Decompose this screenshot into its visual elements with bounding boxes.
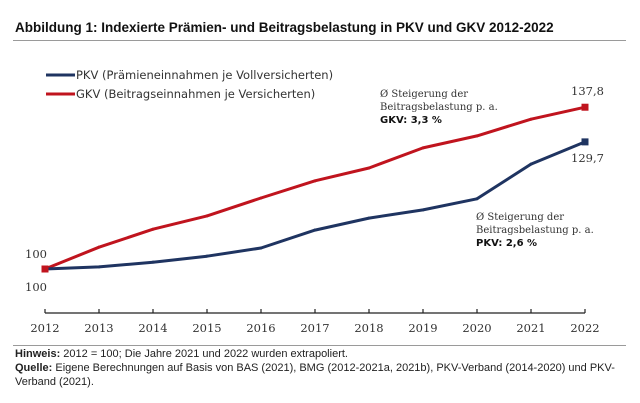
data-point-pkv-2021 bbox=[529, 162, 533, 166]
title-divider bbox=[13, 40, 626, 41]
annotation-pkv-line2: Beitragsbelastung p. a. bbox=[476, 225, 594, 236]
x-tick-label-2021: 2021 bbox=[516, 321, 545, 335]
x-tick-label-2020: 2020 bbox=[462, 321, 491, 335]
source-text: Eigene Berechnungen auf Basis von BAS (2… bbox=[15, 362, 615, 388]
marker-gkv-start bbox=[41, 265, 49, 273]
series-line-pkv bbox=[43, 140, 587, 271]
data-point-pkv-2018 bbox=[367, 216, 371, 220]
marker-pkv-end bbox=[581, 138, 589, 146]
x-tick-label-2012: 2012 bbox=[30, 321, 59, 335]
data-point-pkv-2020 bbox=[475, 197, 479, 201]
x-tick-label-2015: 2015 bbox=[192, 321, 221, 335]
data-label-pkv-end: 129,7 bbox=[571, 151, 604, 165]
figure-title: Abbildung 1: Indexierte Prämien- und Bei… bbox=[15, 20, 554, 35]
annotation-pkv-line1: Ø Steigerung der bbox=[476, 212, 564, 223]
data-point-gkv-2015 bbox=[205, 214, 209, 218]
data-point-gkv-2017 bbox=[313, 179, 317, 183]
data-point-pkv-2019 bbox=[421, 208, 425, 212]
data-point-gkv-2021 bbox=[529, 117, 533, 121]
data-label-pkv-start: 100 bbox=[25, 280, 47, 294]
x-tick-label-2017: 2017 bbox=[300, 321, 329, 335]
legend-label-gkv: GKV (Beitragseinnahmen je Versicherten) bbox=[76, 87, 315, 101]
annotation-pkv-line3: PKV: 2,6 % bbox=[476, 238, 537, 249]
legend: PKV (Prämieneinnahmen je Vollversicherte… bbox=[46, 68, 333, 101]
note-label: Hinweis: bbox=[15, 348, 61, 360]
legend-label-pkv: PKV (Prämieneinnahmen je Vollversicherte… bbox=[76, 68, 333, 82]
figure-source: Quelle: Eigene Berechnungen auf Basis vo… bbox=[15, 361, 615, 389]
x-tick-label-2019: 2019 bbox=[408, 321, 437, 335]
marker-gkv-end bbox=[581, 103, 589, 111]
data-point-gkv-2014 bbox=[151, 227, 155, 231]
data-point-gkv-2019 bbox=[421, 146, 425, 150]
annotation-gkv: Ø Steigerung der Beitragsbelastung p. a.… bbox=[380, 89, 498, 126]
source-label: Quelle: bbox=[15, 362, 53, 374]
data-label-gkv-end: 137,8 bbox=[571, 84, 604, 98]
data-point-pkv-2015 bbox=[205, 254, 209, 258]
annotation-gkv-line3: GKV: 3,3 % bbox=[380, 115, 442, 126]
note-text: 2012 = 100; Die Jahre 2021 und 2022 wurd… bbox=[60, 348, 348, 360]
x-tick-label-2013: 2013 bbox=[84, 321, 113, 335]
data-point-gkv-2013 bbox=[97, 245, 101, 249]
data-point-pkv-2017 bbox=[313, 228, 317, 232]
x-tick-label-2022: 2022 bbox=[570, 321, 599, 335]
data-point-pkv-2014 bbox=[151, 260, 155, 264]
x-tick-label-2016: 2016 bbox=[246, 321, 275, 335]
data-label-gkv-start: 100 bbox=[25, 247, 47, 261]
x-tick-label-2018: 2018 bbox=[354, 321, 383, 335]
data-point-gkv-2020 bbox=[475, 134, 479, 138]
data-point-pkv-2013 bbox=[97, 265, 101, 269]
annotation-pkv: Ø Steigerung der Beitragsbelastung p. a.… bbox=[476, 212, 594, 249]
annotation-gkv-line2: Beitragsbelastung p. a. bbox=[380, 102, 498, 113]
data-point-pkv-2016 bbox=[259, 246, 263, 250]
x-tick-label-2014: 2014 bbox=[138, 321, 167, 335]
data-point-gkv-2018 bbox=[367, 166, 371, 170]
footer-divider bbox=[13, 345, 626, 346]
annotation-gkv-line1: Ø Steigerung der bbox=[380, 89, 468, 100]
x-axis: 2012 2013 2014 2015 2016 2017 2018 2019 2020 2021… bbox=[30, 309, 600, 335]
data-point-gkv-2016 bbox=[259, 196, 263, 200]
figure-note: Hinweis: 2012 = 100; Die Jahre 2021 und … bbox=[15, 347, 615, 361]
